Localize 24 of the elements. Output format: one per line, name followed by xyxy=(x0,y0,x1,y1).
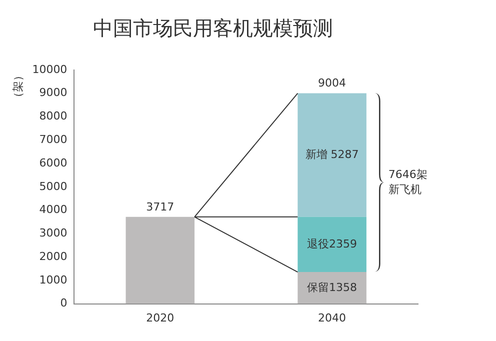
y-tick-label: 0 xyxy=(60,296,68,310)
x-tick-label: 2040 xyxy=(318,311,346,324)
total-label: 9004 xyxy=(318,76,346,90)
data-label: 退役2359 xyxy=(307,237,358,250)
y-tick-label: 7000 xyxy=(39,133,68,146)
y-tick-label: 8000 xyxy=(39,110,68,123)
total-label: 3717 xyxy=(146,200,174,214)
data-label: 保留1358 xyxy=(307,280,358,294)
y-tick-label: 3000 xyxy=(39,226,68,240)
bar xyxy=(126,216,195,304)
data-label: 新增 5287 xyxy=(305,148,359,161)
annotation: 7646架新飞机 xyxy=(388,166,428,197)
y-tick-label: 1000 xyxy=(39,273,68,286)
y-tick-label: 9000 xyxy=(39,86,68,100)
y-tick-label: 10000 xyxy=(32,62,68,76)
y-tick-label: 5000 xyxy=(39,180,68,193)
bar xyxy=(298,216,366,272)
y-tick-label: 4000 xyxy=(39,203,68,216)
y-tick-label: 6000 xyxy=(39,156,68,170)
y-axis-title: （架） xyxy=(11,70,24,103)
bar xyxy=(298,93,366,217)
y-tick-label: 2000 xyxy=(39,250,68,263)
chart-title: 中国市场民用客机规模预测 xyxy=(93,16,333,40)
x-tick-label: 2020 xyxy=(146,311,174,324)
